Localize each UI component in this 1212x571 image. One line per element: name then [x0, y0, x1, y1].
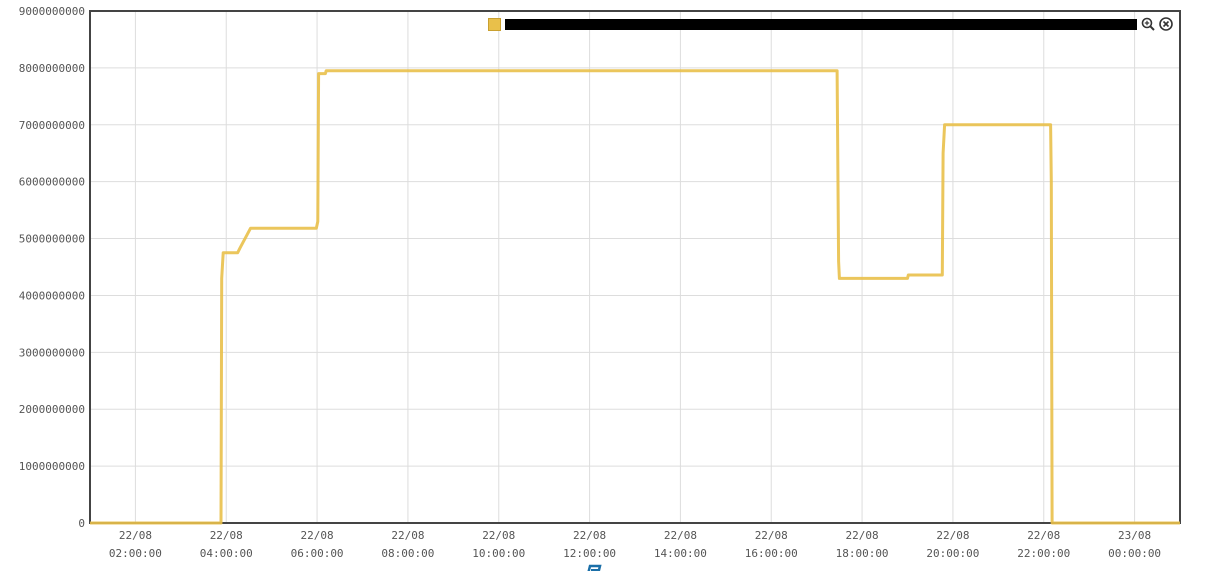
x-tick-label-time: 00:00:00 [1108, 547, 1161, 560]
x-tick-label-date: 22/08 [936, 529, 969, 542]
x-tick-label-date: 22/08 [119, 529, 152, 542]
x-tick-label-date: 22/08 [482, 529, 515, 542]
x-tick-label-date: 22/08 [755, 529, 788, 542]
series-layer [90, 69, 1180, 525]
x-tick-label-date: 22/08 [301, 529, 334, 542]
series-line [90, 69, 1180, 525]
y-tick-label: 3000000000 [19, 346, 85, 359]
y-gridlines [90, 10, 1180, 524]
y-tick-label: 0 [78, 517, 85, 530]
x-gridlines [134, 11, 1136, 523]
legend-series-label[interactable] [505, 18, 1137, 30]
y-tick-label: 4000000000 [19, 289, 85, 302]
x-tick-label-date: 22/08 [210, 529, 243, 542]
x-tick-label-date: 22/08 [391, 529, 424, 542]
x-tick-label-time: 20:00:00 [926, 547, 979, 560]
x-tick-label-date: 22/08 [1027, 529, 1060, 542]
legend-swatch[interactable] [488, 17, 501, 31]
x-tick-label-time: 16:00:00 [745, 547, 798, 560]
x-tick-label-date: 22/08 [664, 529, 697, 542]
y-tick-label: 9000000000 [19, 5, 85, 18]
x-tick-label-time: 10:00:00 [472, 547, 525, 560]
x-tick-label-time: 12:00:00 [563, 547, 616, 560]
close-icon[interactable] [1159, 17, 1173, 31]
x-axis-tick-labels: 22/08 02:00:00 22/08 04:00:00 22/08 06:00:00 2… [109, 529, 1161, 560]
y-tick-label: 1000000000 [19, 460, 85, 473]
y-tick-label: 5000000000 [19, 233, 85, 246]
plot-area-frame [89, 10, 1181, 524]
x-tick-label-time: 14:00:00 [654, 547, 707, 560]
x-tick-label-time: 02:00:00 [109, 547, 162, 560]
x-tick-label-date: 23/08 [1118, 529, 1151, 542]
y-tick-label: 2000000000 [19, 403, 85, 416]
legend [488, 16, 1173, 32]
brand-logo-icon [586, 560, 610, 571]
y-tick-label: 7000000000 [19, 119, 85, 132]
x-tick-label-time: 22:00:00 [1017, 547, 1070, 560]
x-tick-label-date: 22/08 [846, 529, 879, 542]
y-tick-label: 8000000000 [19, 62, 85, 75]
x-tick-label-time: 08:00:00 [381, 547, 434, 560]
y-tick-label: 6000000000 [19, 176, 85, 189]
x-tick-label-time: 18:00:00 [836, 547, 889, 560]
x-tick-label-date: 22/08 [573, 529, 606, 542]
zoom-in-icon[interactable] [1141, 17, 1155, 31]
x-tick-label-time: 04:00:00 [200, 547, 253, 560]
x-tick-label-time: 06:00:00 [291, 547, 344, 560]
y-axis-tick-labels: 0 1000000000 2000000000 3000000000 400000000… [19, 5, 85, 530]
